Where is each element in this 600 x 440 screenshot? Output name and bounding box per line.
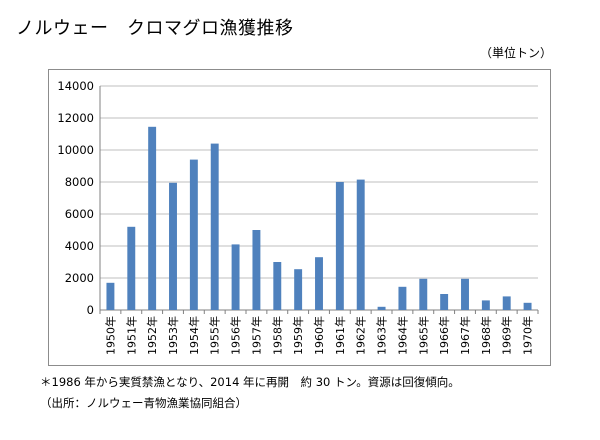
x-tick-label: 1953年 [166,316,180,355]
bar [335,182,344,310]
x-tick-label: 1959年 [291,316,305,355]
x-tick-label: 1956年 [229,316,243,355]
chart-title: ノルウェー クロマグロ漁獲推移 [16,18,294,39]
y-tick-label: 14000 [57,79,94,93]
y-tick-label: 12000 [57,111,94,125]
x-tick-label: 1970年 [521,316,535,355]
y-tick-label: 2000 [65,271,94,285]
bar [189,159,198,310]
y-tick-label: 4000 [65,239,94,253]
bar [440,294,449,310]
bar [315,257,323,310]
x-tick-label: 1961年 [333,316,347,355]
y-tick-label: 8000 [65,175,94,189]
bar [356,179,365,310]
bar [252,230,261,310]
x-tick-label: 1957年 [249,316,263,355]
footnote-ban: ＊1986 年から実質禁漁となり、2014 年に再開 約 30 トン。資源は回復… [40,375,460,389]
x-tick-label: 1958年 [270,316,284,355]
x-tick-label: 1955年 [208,316,222,355]
bar [127,226,136,310]
bar [294,269,303,310]
bar [523,302,532,310]
x-tick-label: 1960年 [312,316,326,355]
bar-chart: 0 2000 4000 6000 8000 10000 12000 14000 1950年 195… [57,79,539,355]
bar [502,296,511,310]
bar [461,278,469,310]
x-tick-label: 1963年 [375,316,389,355]
bar [377,306,386,310]
bar [106,282,115,310]
x-tick-label: 1954年 [187,316,201,355]
bar [273,262,282,310]
y-tick-label: 0 [87,303,94,317]
x-tick-label: 1968年 [479,316,493,355]
bar [231,244,240,310]
x-tick-label: 1965年 [416,316,430,355]
bar [398,286,407,310]
y-tick-label: 6000 [65,207,94,221]
unit-label: （単位トン） [479,46,552,60]
x-tick-label: 1952年 [145,316,159,355]
bar [148,126,157,310]
x-tick-label: 1969年 [500,316,514,355]
x-tick-label: 1950年 [103,316,117,355]
footnote-source: （出所：ノルウェー青物漁業協同組合） [40,396,247,410]
bar [210,143,219,310]
bar [481,300,490,310]
x-tick-label: 1951年 [124,316,138,355]
x-tick-label: 1966年 [437,316,451,355]
bar [419,278,428,310]
x-tick-label: 1964年 [395,316,409,355]
y-tick-label: 10000 [57,143,94,157]
chart-frame [48,69,551,366]
x-tick-label: 1967年 [458,316,472,355]
bar [169,182,177,310]
x-tick-label: 1962年 [354,316,368,355]
